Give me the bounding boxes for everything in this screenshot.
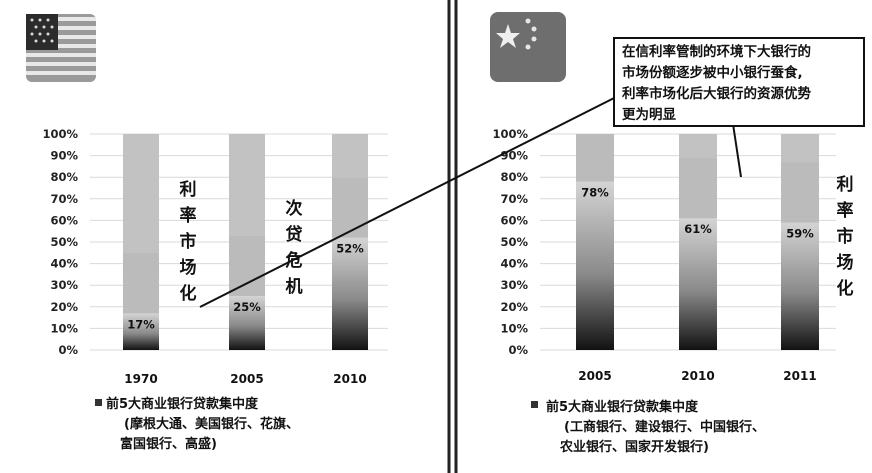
- us-annotation-subprime-crisis: 次贷危机: [285, 198, 303, 297]
- y-tick-label: 40%: [50, 257, 78, 271]
- china-flag-icon: [490, 12, 566, 82]
- us-annotation-rate-liberalization: 利率市场化: [180, 179, 197, 304]
- bar: [781, 222, 819, 350]
- y-tick-label: 0%: [508, 343, 528, 357]
- callout: 在信利率管制的环境下大银行的 市场份额逐步被中小银行蚕食, 利率市场化后大银行的…: [199, 37, 865, 308]
- y-tick-label: 20%: [500, 300, 528, 314]
- bar: [679, 218, 717, 350]
- callout-pointer-line: [199, 91, 627, 308]
- china-annotation-rate-liberalization: 利率市场化: [837, 174, 854, 299]
- legend-label: 前5大商业银行贷款集中度: [106, 396, 259, 412]
- y-tick-label: 20%: [50, 300, 78, 314]
- y-tick-label: 70%: [500, 192, 528, 206]
- y-tick-label: 100%: [42, 127, 78, 141]
- y-tick-label: 30%: [500, 278, 528, 292]
- legend-sub-label: 富国银行、高盛): [120, 436, 217, 452]
- y-tick-label: 60%: [500, 213, 528, 227]
- bar-fade: [229, 236, 265, 296]
- y-tick-label: 0%: [58, 343, 78, 357]
- bar: [123, 313, 159, 350]
- y-tick-label: 80%: [500, 170, 528, 184]
- bar-value-label: 25%: [233, 300, 261, 314]
- us-chart: 0% 10% 20% 30% 40% 50% 60% 70% 80% 90% 100% 17% 1970…: [42, 127, 388, 452]
- x-tick-label: 2010: [681, 369, 714, 383]
- callout-box: [613, 37, 865, 127]
- callout-pointer-line: [732, 123, 742, 178]
- callout-line: 在信利率管制的环境下大银行的: [622, 43, 811, 60]
- y-tick-label: 90%: [50, 149, 78, 163]
- x-tick-label: 2005: [578, 369, 611, 383]
- us-flag-icon: [26, 14, 96, 82]
- bar-fade: [679, 158, 717, 219]
- china-chart: 0% 10% 20% 30% 40% 50% 60% 70% 80% 90% 100% 78% 2005…: [492, 127, 836, 455]
- bar-value-label: 52%: [336, 242, 364, 256]
- y-tick-label: 70%: [50, 192, 78, 206]
- callout-line: 市场份额逐步被中小银行蚕食,: [622, 64, 803, 81]
- annotation-text: 利率市场化: [837, 174, 854, 299]
- annotation-text: 利率市场化: [180, 179, 197, 304]
- annotation-text: 次贷危机: [285, 198, 303, 297]
- legend-sub-label: (摩根大通、美国银行、花旗、: [124, 416, 299, 432]
- y-tick-label: 100%: [492, 127, 528, 141]
- bar-value-label: 17%: [127, 317, 155, 331]
- x-tick-label: 2005: [230, 372, 263, 386]
- bar: [332, 237, 368, 350]
- legend-swatch: [95, 399, 102, 406]
- y-tick-label: 90%: [500, 149, 528, 163]
- bar-fade: [781, 162, 819, 223]
- panel-divider: [447, 0, 458, 473]
- bar: [229, 296, 265, 350]
- x-tick-label: 2010: [333, 372, 366, 386]
- y-tick-label: 30%: [50, 278, 78, 292]
- y-tick-label: 60%: [50, 213, 78, 227]
- bar: [576, 181, 614, 350]
- bar-value-label: 61%: [684, 222, 712, 236]
- y-tick-label: 10%: [500, 321, 528, 335]
- x-tick-label: 1970: [124, 372, 157, 386]
- legend-swatch: [531, 401, 538, 408]
- bar-value-label: 78%: [581, 186, 609, 200]
- y-tick-label: 10%: [50, 321, 78, 335]
- callout-line: 利率市场化后大银行的资源优势: [622, 85, 811, 102]
- legend-sub-label: (工商银行、建设银行、中国银行、: [564, 419, 765, 435]
- bar-fade: [332, 177, 368, 238]
- legend-sub-label: 农业银行、国家开发银行): [559, 439, 709, 455]
- callout-line: 更为明显: [622, 106, 676, 123]
- legend-label: 前5大商业银行贷款集中度: [546, 399, 699, 415]
- bar-fade: [123, 253, 159, 314]
- bar-value-label: 59%: [786, 227, 814, 241]
- y-tick-label: 50%: [500, 235, 528, 249]
- y-tick-label: 80%: [50, 170, 78, 184]
- bar-fade: [576, 134, 614, 182]
- y-tick-label: 40%: [500, 257, 528, 271]
- x-tick-label: 2011: [783, 369, 816, 383]
- y-tick-label: 50%: [50, 235, 78, 249]
